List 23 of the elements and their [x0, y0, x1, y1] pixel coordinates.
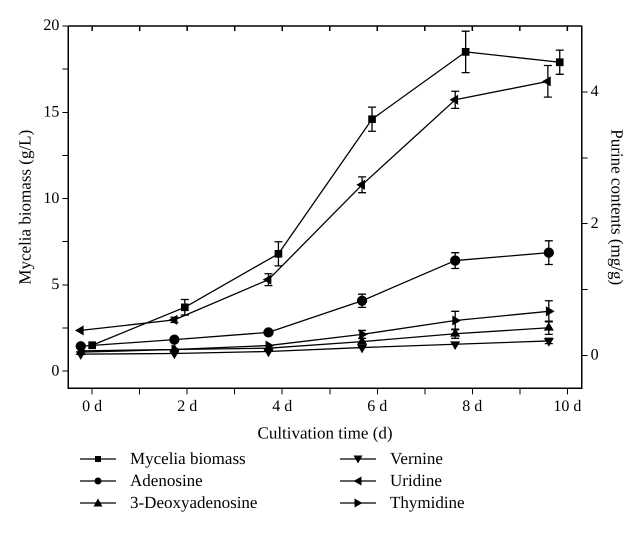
legend-label: Thymidine — [390, 493, 465, 513]
y2-axis-title: Purine contents (mg/g) — [607, 129, 626, 286]
legend-label: Vernine — [390, 449, 443, 469]
y-axis-title: Mycelia biomass (g/L) — [16, 130, 35, 285]
x-axis-title: Cultivation time (d) — [257, 423, 393, 442]
x-tick-label: 2 d — [177, 398, 198, 416]
y-tick-label: 5 — [51, 276, 60, 294]
y-tick-label: 10 — [43, 190, 60, 207]
legend-label: Mycelia biomass — [130, 449, 246, 469]
x-tick-label: 10 d — [553, 398, 582, 416]
x-tick-label: 8 d — [462, 398, 482, 416]
x-tick-label: 4 d — [272, 398, 292, 416]
legend-label: Uridine — [390, 471, 442, 491]
x-tick-label: 0 d — [82, 398, 102, 416]
y-tick-label: 20 — [43, 17, 60, 34]
y2-tick-label: 2 — [590, 214, 599, 232]
legend-label: 3-Deoxyadenosine — [130, 493, 258, 513]
y2-tick-label: 4 — [590, 83, 599, 100]
legend-label: Adenosine — [130, 471, 203, 491]
y-tick-label: 15 — [43, 103, 60, 120]
x-tick-label: 6 d — [367, 398, 388, 416]
y-tick-label: 0 — [51, 362, 60, 380]
y2-tick-label: 0 — [590, 346, 599, 364]
